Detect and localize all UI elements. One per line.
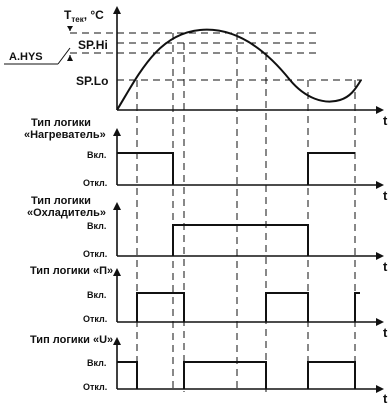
heater-off-label: Откл. [83, 178, 107, 188]
cooler-on-label: Вкл. [87, 221, 106, 231]
svg-text:Tтек, °C: Tтек, °C [64, 8, 104, 24]
heater-x-axis-label: t [383, 188, 388, 203]
p-logic-off-label: Откл. [83, 314, 107, 324]
logic-panel-p: Тип логики «П» Вкл. Откл. t [30, 265, 388, 340]
hysteresis-marker [4, 26, 117, 65]
cooler-signal [172, 224, 309, 256]
sp-hi-label: SP.Hi [78, 38, 108, 52]
u-logic-off-label: Откл. [83, 382, 107, 392]
heater-title-line2: «Нагреватель» [24, 129, 106, 141]
temperature-curve [116, 28, 362, 111]
p-logic-on-label: Вкл. [87, 290, 106, 300]
u-logic-title: Тип логики «U» [30, 334, 113, 346]
u-logic-signal [117, 361, 356, 389]
logic-panel-u: Тип логики «U» Вкл. Откл. t [30, 334, 388, 406]
heater-title-line1: Тип логики [31, 117, 91, 129]
p-logic-signal [136, 292, 360, 322]
p-logic-title: Тип логики «П» [30, 265, 113, 277]
time-guide-lines [136, 33, 356, 392]
cooler-x-axis-label: t [383, 259, 388, 274]
sp-lo-label: SP.Lo [76, 74, 108, 88]
heater-on-label: Вкл. [87, 150, 106, 160]
cooler-title-line1: Тип логики [31, 195, 91, 207]
temperature-axis-label: T [64, 8, 72, 22]
hysteresis-label: A.HYS [9, 51, 43, 63]
heater-signal [117, 152, 355, 185]
temperature-x-axis-label: t [383, 113, 388, 128]
logic-panel-cooler: Тип логики «Охладитель» Вкл. Откл. t [27, 195, 388, 274]
cooler-off-label: Откл. [83, 249, 107, 259]
temperature-panel: Tтек, °C t SP.Hi SP.Lo A.HYS [4, 6, 388, 128]
u-logic-on-label: Вкл. [87, 358, 106, 368]
u-logic-x-axis-label: t [383, 391, 388, 406]
cooler-title-line2: «Охладитель» [27, 207, 106, 219]
logic-panel-heater: Тип логики «Нагреватель» Вкл. Откл. t [24, 117, 388, 203]
temperature-axis-subscript: тек [71, 15, 84, 24]
temperature-axis-unit: , °C [84, 8, 104, 22]
p-logic-x-axis-label: t [383, 325, 388, 340]
